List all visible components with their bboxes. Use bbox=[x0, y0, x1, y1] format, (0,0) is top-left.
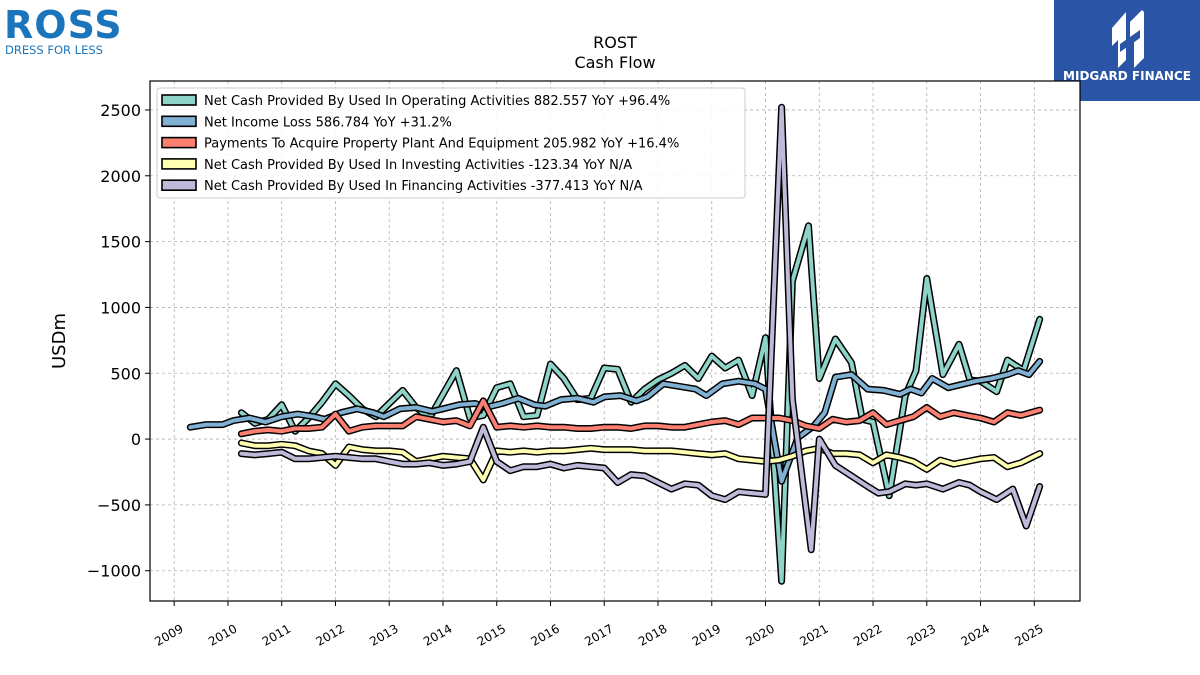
legend-item: Net Cash Provided By Used In Operating A… bbox=[161, 94, 670, 109]
partner-name: MIDGARD FINANCE bbox=[1063, 69, 1191, 83]
series-line bbox=[239, 441, 1042, 482]
x-tick-label: 2025 bbox=[1012, 621, 1045, 648]
series-4 bbox=[237, 439, 1044, 484]
legend-label: Net Cash Provided By Used In Operating A… bbox=[204, 94, 670, 109]
legend-swatch bbox=[161, 94, 197, 106]
legend-swatch bbox=[161, 158, 197, 170]
x-tick-label: 2024 bbox=[959, 621, 992, 648]
plot-frame bbox=[149, 80, 1081, 602]
legend-item: Net Income Loss 586.784 YoY +31.2% bbox=[161, 115, 452, 130]
legend-item: Net Cash Provided By Used In Investing A… bbox=[161, 158, 632, 173]
brand-tagline: DRESS FOR LESS bbox=[5, 43, 103, 57]
legend-label: Net Income Loss 586.784 YoY +31.2% bbox=[204, 115, 452, 130]
y-axis-ticks: −1000 −500 0 500 1000 1500 2000 2500 bbox=[87, 101, 150, 581]
series-lines bbox=[186, 103, 1044, 585]
y-tick-label: 2500 bbox=[100, 101, 141, 120]
legend-label: Net Cash Provided By Used In Investing A… bbox=[204, 158, 632, 173]
x-tick-label: 2018 bbox=[636, 621, 669, 648]
x-tick-label: 2015 bbox=[475, 621, 508, 648]
series-5 bbox=[237, 103, 1044, 554]
x-tick-label: 2016 bbox=[529, 621, 562, 648]
y-tick-label: −1000 bbox=[87, 562, 141, 581]
midgard-emblem-icon bbox=[1112, 10, 1144, 68]
legend-swatch bbox=[161, 115, 197, 128]
x-axis-ticks: 2009 2010 2011 2012 2013 2014 2015 2016 2017 2018… bbox=[152, 601, 1046, 649]
legend-label: Net Cash Provided By Used In Financing A… bbox=[204, 179, 643, 194]
legend-box bbox=[156, 87, 746, 199]
ross-logo: ROSS DRESS FOR LESS bbox=[4, 3, 144, 60]
brand-name: ROSS bbox=[4, 4, 123, 47]
x-tick-label: 2009 bbox=[152, 621, 185, 648]
x-tick-label: 2011 bbox=[260, 621, 293, 648]
y-axis-label: USDm bbox=[49, 313, 70, 369]
y-tick-label: 500 bbox=[110, 364, 141, 383]
legend-label: Payments To Acquire Property Plant And E… bbox=[204, 137, 679, 152]
x-tick-label: 2019 bbox=[690, 621, 723, 648]
legend: Net Cash Provided By Used In Operating A… bbox=[156, 87, 746, 199]
y-tick-label: −500 bbox=[97, 496, 141, 515]
chart-subtitle: Cash Flow bbox=[574, 53, 655, 72]
y-tick-label: 1000 bbox=[100, 298, 141, 317]
x-tick-label: 2022 bbox=[851, 621, 884, 648]
legend-swatch bbox=[161, 179, 197, 191]
series-3 bbox=[237, 397, 1044, 438]
x-tick-label: 2012 bbox=[314, 621, 347, 648]
x-tick-label: 2010 bbox=[206, 621, 239, 648]
x-tick-label: 2017 bbox=[582, 621, 615, 648]
series-line bbox=[239, 105, 1042, 552]
series-line bbox=[239, 398, 1042, 436]
x-tick-label: 2020 bbox=[744, 621, 777, 648]
y-tick-label: 1500 bbox=[100, 233, 141, 252]
x-tick-label: 2021 bbox=[797, 621, 830, 648]
y-tick-label: 2000 bbox=[100, 167, 141, 186]
legend-item: Payments To Acquire Property Plant And E… bbox=[161, 136, 679, 152]
ross-logo-graphic: ROSS DRESS FOR LESS bbox=[4, 3, 123, 57]
chart-title: ROST bbox=[593, 33, 637, 52]
legend-swatch bbox=[161, 136, 197, 149]
x-tick-label: 2014 bbox=[421, 621, 454, 648]
x-tick-label: 2023 bbox=[905, 621, 938, 648]
y-tick-label: 0 bbox=[131, 430, 141, 449]
x-tick-label: 2013 bbox=[367, 621, 400, 648]
legend-item: Net Cash Provided By Used In Financing A… bbox=[161, 179, 643, 194]
